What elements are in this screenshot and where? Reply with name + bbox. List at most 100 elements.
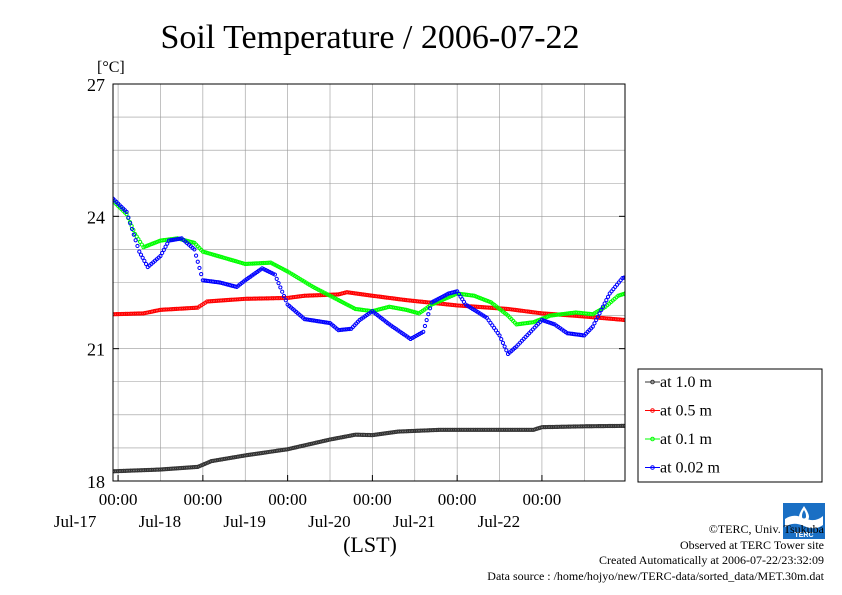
data-point xyxy=(631,275,634,278)
data-point xyxy=(172,237,177,242)
data-point xyxy=(595,314,600,319)
data-point xyxy=(313,318,318,323)
data-point xyxy=(643,280,646,283)
source-text: Data source : /home/hojyo/new/TERC-data/… xyxy=(487,568,824,583)
data-point xyxy=(193,253,199,258)
data-point xyxy=(407,308,413,313)
axis-labels: 1821242700:00Jul-1700:00Jul-1800:00Jul-1… xyxy=(54,75,625,531)
data-point xyxy=(590,324,595,329)
data-point xyxy=(124,209,129,215)
data-point xyxy=(274,276,279,281)
y-tick-label: 18 xyxy=(87,472,105,492)
series-at-0-5-m xyxy=(113,290,625,323)
data-point xyxy=(160,250,165,256)
legend-marker xyxy=(650,408,655,413)
data-point xyxy=(645,280,648,283)
data-point xyxy=(634,276,637,279)
legend-marker xyxy=(650,379,655,385)
legend-label: at 0.02 m xyxy=(660,460,721,477)
y-tick-label: 27 xyxy=(87,75,105,95)
data-point xyxy=(653,288,656,291)
data-point xyxy=(140,255,145,260)
data-point xyxy=(133,238,138,243)
data-point xyxy=(636,277,639,280)
data-point xyxy=(655,290,658,293)
data-point xyxy=(580,333,585,338)
data-point xyxy=(622,317,625,323)
data-point xyxy=(588,311,594,317)
data-point xyxy=(143,261,149,267)
data-point xyxy=(336,435,342,440)
data-point xyxy=(315,318,320,324)
data-point xyxy=(640,278,643,281)
data-point xyxy=(409,309,414,314)
data-point xyxy=(422,323,428,329)
data-point xyxy=(604,298,609,303)
x-tick-time: 00:00 xyxy=(438,490,477,509)
data-point xyxy=(346,433,351,439)
data-point xyxy=(137,249,142,254)
data-point xyxy=(622,423,625,428)
data-point xyxy=(349,433,354,438)
data-point xyxy=(304,317,309,322)
series-at-0-02-m xyxy=(113,196,658,357)
data-point xyxy=(592,321,597,326)
data-point xyxy=(623,275,625,280)
data-point xyxy=(193,305,199,310)
data-point xyxy=(426,312,431,317)
chart-title: Soil Temperature / 2006-07-22 xyxy=(160,19,579,56)
data-point xyxy=(320,319,325,325)
data-point xyxy=(192,247,197,252)
data-point xyxy=(138,252,144,257)
data-point xyxy=(168,238,173,243)
data-point xyxy=(326,320,331,325)
x-tick-time: 00:00 xyxy=(268,490,307,509)
data-point xyxy=(499,337,504,342)
data-point xyxy=(175,236,181,242)
grid-lines xyxy=(113,84,625,481)
data-point xyxy=(497,333,502,338)
data-point xyxy=(626,275,629,278)
x-tick-date: Jul-17 xyxy=(54,512,97,531)
data-point xyxy=(124,212,129,217)
data-point xyxy=(281,293,287,299)
y-tick-label: 24 xyxy=(87,207,105,227)
data-point xyxy=(406,308,411,313)
data-point xyxy=(199,272,204,277)
data-point xyxy=(628,275,631,278)
data-point xyxy=(413,310,418,315)
legend-entry: at 0.1 m xyxy=(645,431,713,448)
copyright-text: ©TERC, Univ. Tsukuba xyxy=(708,522,824,536)
x-tick-date: Jul-18 xyxy=(139,512,182,531)
observed-text: Observed at TERC Tower site xyxy=(679,537,824,552)
data-point xyxy=(280,289,285,294)
data-point xyxy=(331,436,336,441)
series-layer xyxy=(113,196,658,474)
data-point xyxy=(633,276,636,279)
data-point xyxy=(333,436,338,441)
data-point xyxy=(347,433,353,438)
x-tick-time: 00:00 xyxy=(523,490,562,509)
data-point xyxy=(309,318,314,323)
terc-logo: TERC xyxy=(783,503,825,539)
data-point xyxy=(142,258,147,263)
data-point xyxy=(504,348,509,353)
data-point xyxy=(340,435,345,440)
data-point xyxy=(135,243,140,249)
legend-label: at 1.0 m xyxy=(660,374,713,391)
data-point xyxy=(326,437,331,443)
data-point xyxy=(597,311,602,316)
x-tick-date: Jul-22 xyxy=(478,512,521,531)
data-point xyxy=(166,238,172,243)
logo-text: TERC xyxy=(794,532,813,539)
data-point xyxy=(126,215,131,220)
data-point xyxy=(622,291,625,296)
data-point xyxy=(170,237,175,243)
x-tick-date: Jul-21 xyxy=(393,512,436,531)
series-at-1-0-m xyxy=(113,423,625,474)
data-point xyxy=(338,435,344,440)
data-point xyxy=(278,285,283,290)
legend-entry: at 1.0 m xyxy=(645,374,713,391)
data-point xyxy=(648,283,651,286)
legend-label: at 0.5 m xyxy=(660,403,713,420)
